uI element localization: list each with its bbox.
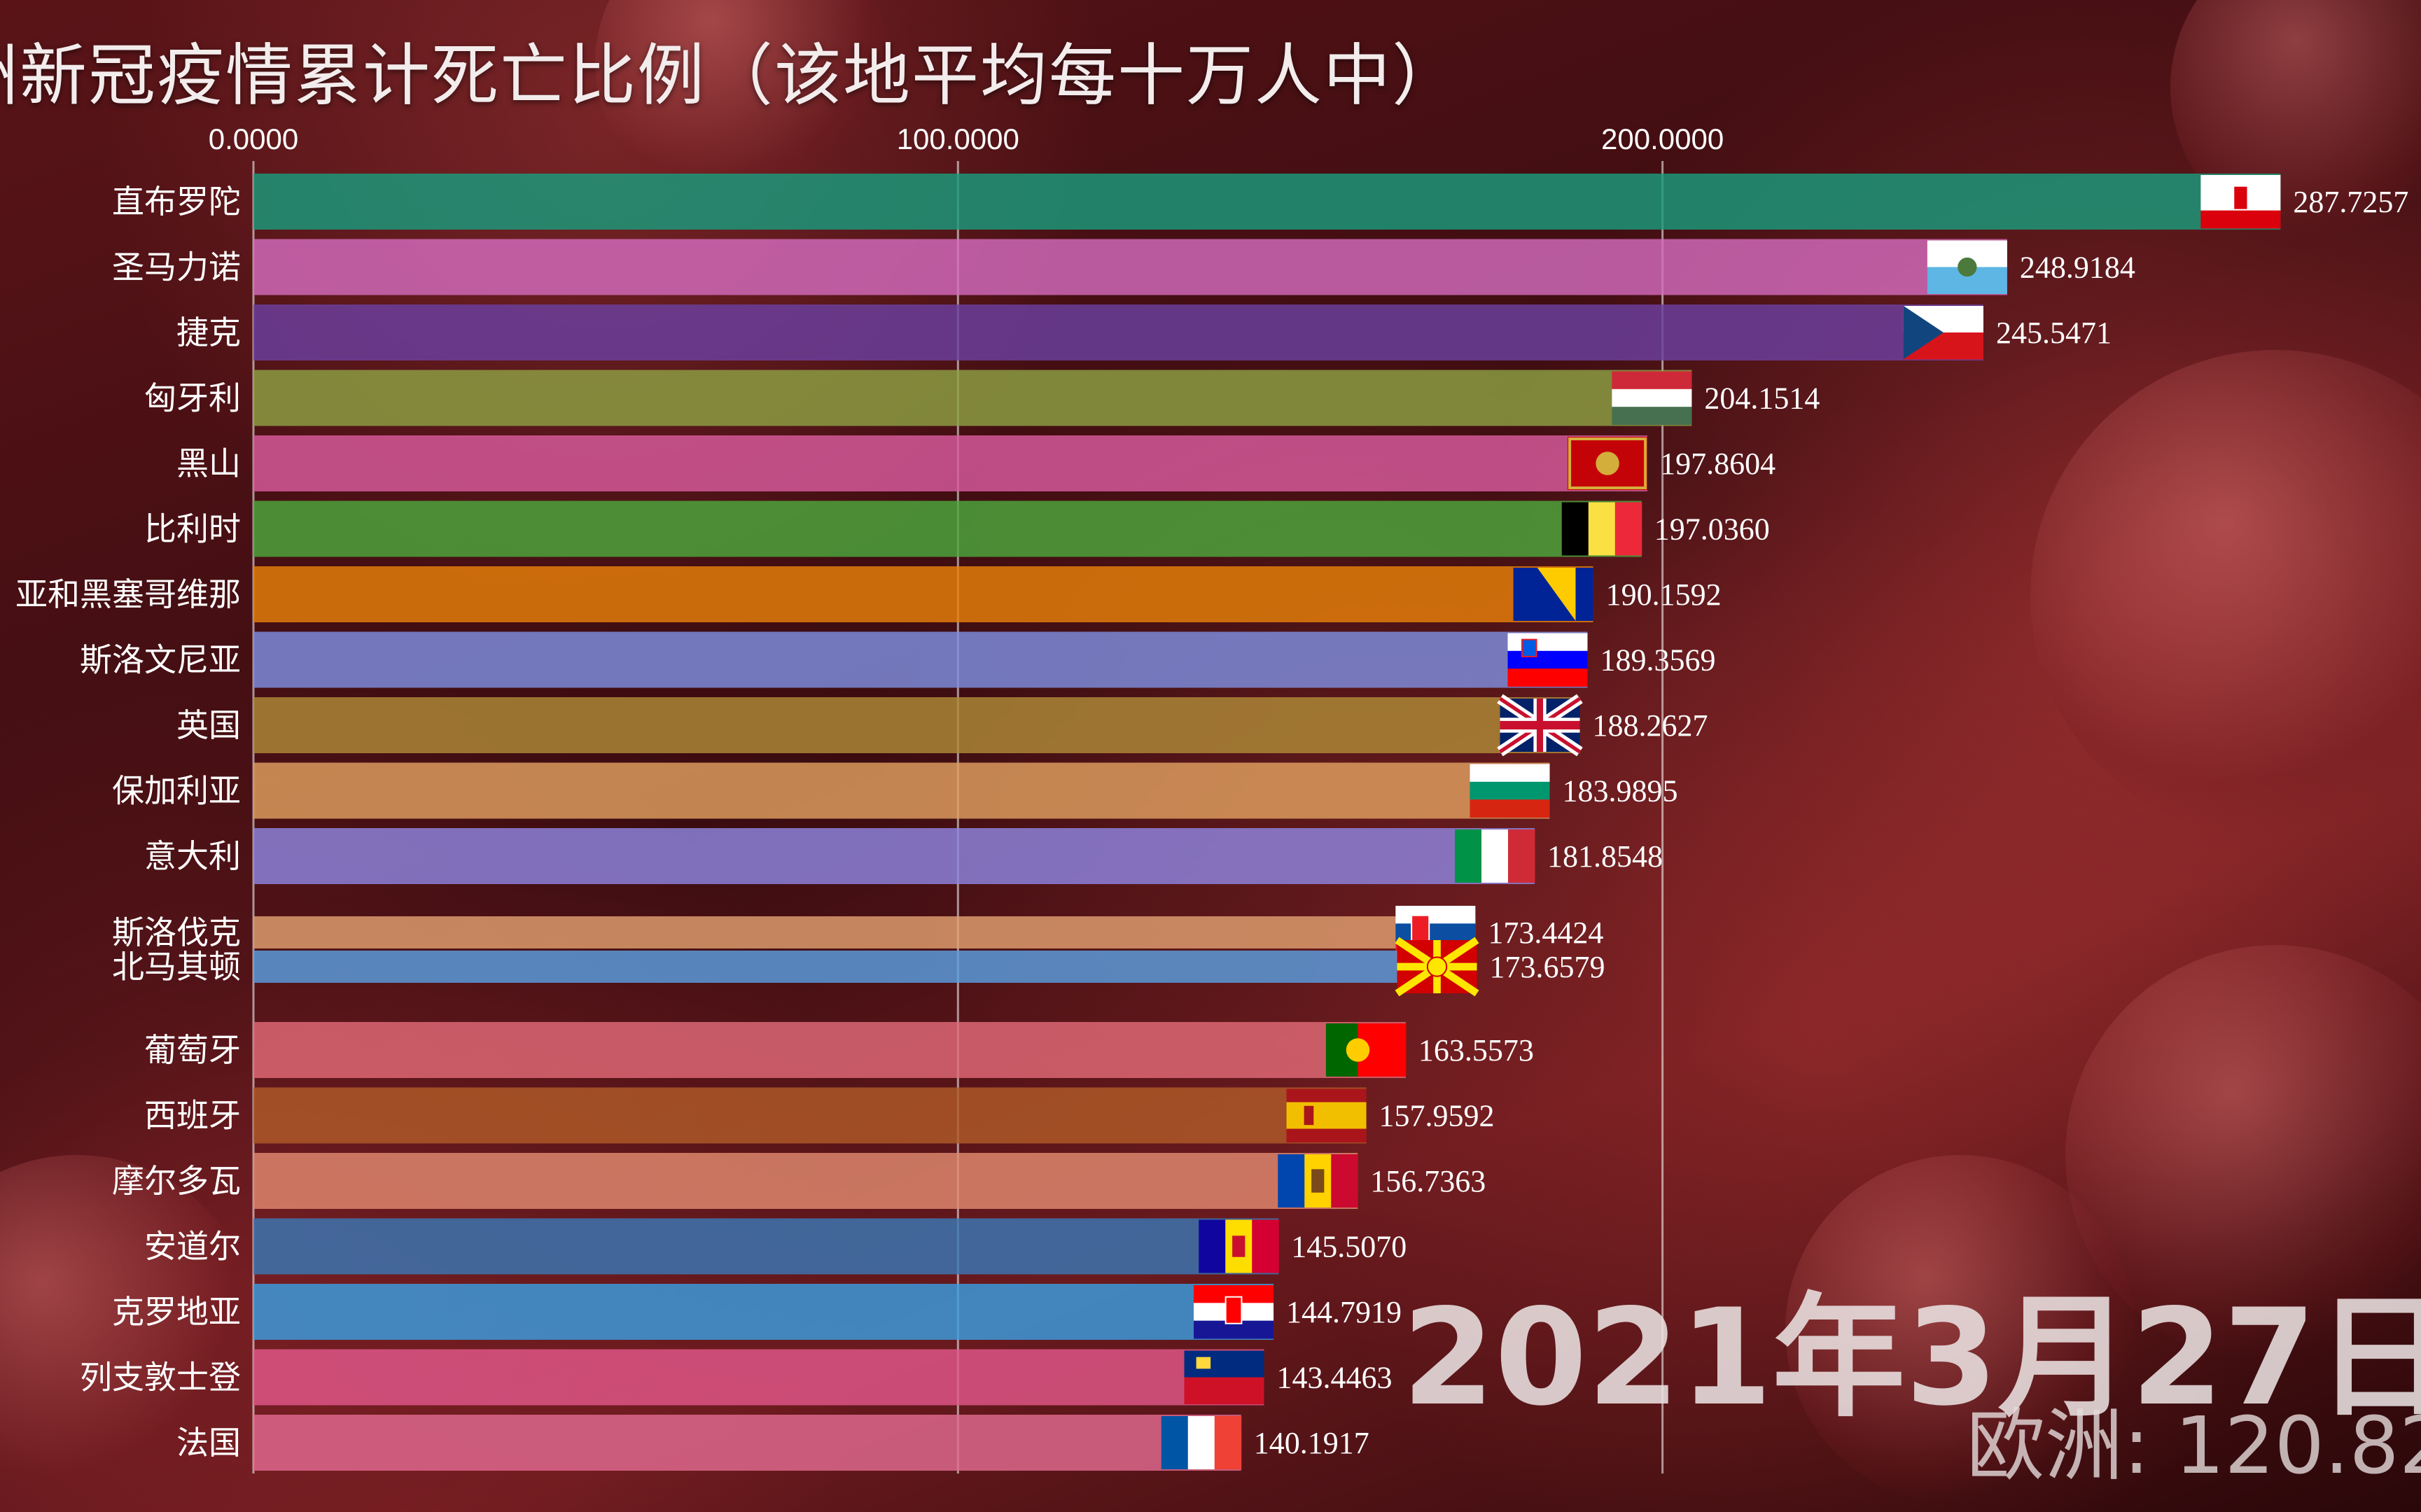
- chart-title: 洲新冠疫情累计死亡比例（该地平均每十万人中）: [0, 36, 1460, 115]
- bar: [253, 500, 1642, 557]
- bar: [253, 1153, 1358, 1209]
- value-label: 190.1592: [1606, 578, 1722, 612]
- hungary-flag: [1612, 371, 1692, 425]
- value-label: 204.1514: [1704, 382, 1820, 416]
- bar: [253, 304, 1983, 360]
- andorra-flag: [1199, 1219, 1279, 1273]
- value-label: 163.5573: [1418, 1033, 1534, 1068]
- france-flag: [1161, 1416, 1242, 1469]
- slovenia-flag: [1507, 633, 1588, 687]
- average-label: 欧洲: 120.82: [1966, 1401, 2421, 1492]
- category-label: 捷克: [176, 314, 241, 351]
- bar: [253, 1349, 1264, 1406]
- category-label: 斯洛伐克: [112, 913, 241, 951]
- portugal-flag: [1325, 1023, 1407, 1077]
- bar: [253, 1415, 1241, 1471]
- bar: [253, 174, 2281, 230]
- value-label: 287.7257: [2293, 185, 2408, 219]
- category-label: 比利时: [144, 510, 241, 548]
- value-label: 197.0360: [1654, 512, 1770, 547]
- value-label: 173.6579: [1490, 950, 1605, 984]
- category-label: 圣马力诺: [112, 248, 241, 286]
- category-label: 西班牙: [144, 1097, 241, 1135]
- value-label: 140.1917: [1254, 1426, 1369, 1460]
- value-label: 144.7919: [1286, 1295, 1402, 1329]
- category-label: 直布罗陀: [112, 183, 241, 220]
- x-axis-ticks: 0.0000 100.0000 200.0000: [209, 122, 1724, 155]
- value-label: 145.5070: [1291, 1230, 1407, 1264]
- category-label: 保加利亚: [112, 772, 241, 810]
- bar: [253, 370, 1692, 426]
- category-label: 葡萄牙: [144, 1031, 241, 1069]
- bar: [253, 828, 1535, 884]
- category-label: 亚和黑塞哥维那: [15, 575, 241, 613]
- bar: [253, 951, 1477, 983]
- value-label: 189.3569: [1600, 643, 1715, 678]
- category-label: 意大利: [144, 837, 241, 875]
- x-tick-label: 0.0000: [209, 122, 298, 155]
- bar: [253, 239, 2007, 295]
- bar: [253, 1022, 1406, 1078]
- value-label: 197.8604: [1660, 447, 1775, 481]
- category-label: 法国: [176, 1424, 241, 1462]
- san-marino-flag: [1927, 240, 2007, 294]
- x-tick-label: 200.0000: [1601, 122, 1724, 155]
- bar: [253, 1218, 1279, 1275]
- value-label: 248.9184: [2020, 251, 2135, 285]
- date-label: 2021年3月27日: [1402, 1280, 2421, 1435]
- value-label: 181.8548: [1547, 839, 1663, 874]
- value-label: 143.4463: [1277, 1361, 1393, 1395]
- category-label: 列支敦士登: [80, 1359, 241, 1396]
- value-label: 173.4424: [1488, 916, 1603, 950]
- value-label: 157.9592: [1379, 1099, 1495, 1133]
- bar: [253, 631, 1588, 688]
- value-label: 183.9895: [1562, 774, 1677, 808]
- x-tick-label: 100.0000: [897, 122, 1019, 155]
- north-macedonia-flag: [1395, 937, 1479, 997]
- italy-flag: [1455, 830, 1535, 883]
- virus-decoration: [2065, 945, 2421, 1365]
- category-label: 北马其顿: [112, 948, 241, 986]
- moldova-flag: [1278, 1154, 1358, 1208]
- bosnia-flag: [1513, 568, 1593, 621]
- virus-decoration: [2030, 350, 2421, 840]
- liechtenstein-flag: [1184, 1350, 1264, 1404]
- bar: [253, 1087, 1367, 1144]
- bar: [253, 697, 1580, 753]
- bars: 直布罗陀 287.7257 圣马力诺 248.9184 捷克 245.5471 匈牙利 204…: [15, 174, 2408, 1471]
- category-label: 黑山: [176, 444, 241, 482]
- category-label: 摩尔多瓦: [112, 1162, 241, 1200]
- gibraltar-flag: [2200, 175, 2281, 229]
- category-label: 匈牙利: [144, 379, 241, 417]
- bar: [253, 762, 1550, 819]
- value-label: 156.7363: [1370, 1164, 1486, 1198]
- bar: [253, 435, 1648, 491]
- category-label: 克罗地亚: [112, 1293, 241, 1331]
- uk-flag: [1497, 694, 1583, 757]
- category-label: 安道尔: [144, 1228, 241, 1266]
- spain-flag: [1286, 1088, 1367, 1142]
- value-label: 245.5471: [1996, 316, 2112, 350]
- bar: [253, 566, 1593, 622]
- virus-decoration: [1785, 1155, 2135, 1505]
- value-label: 188.2627: [1592, 708, 1708, 743]
- montenegro-flag: [1568, 437, 1648, 490]
- bar: [253, 916, 1476, 948]
- croatia-flag: [1194, 1285, 1274, 1339]
- czech-flag: [1903, 306, 1983, 360]
- category-label: 英国: [176, 706, 241, 744]
- bar: [253, 1284, 1274, 1340]
- category-label: 斯洛文尼亚: [80, 641, 241, 679]
- bulgaria-flag: [1470, 764, 1550, 818]
- belgium-flag: [1561, 502, 1642, 556]
